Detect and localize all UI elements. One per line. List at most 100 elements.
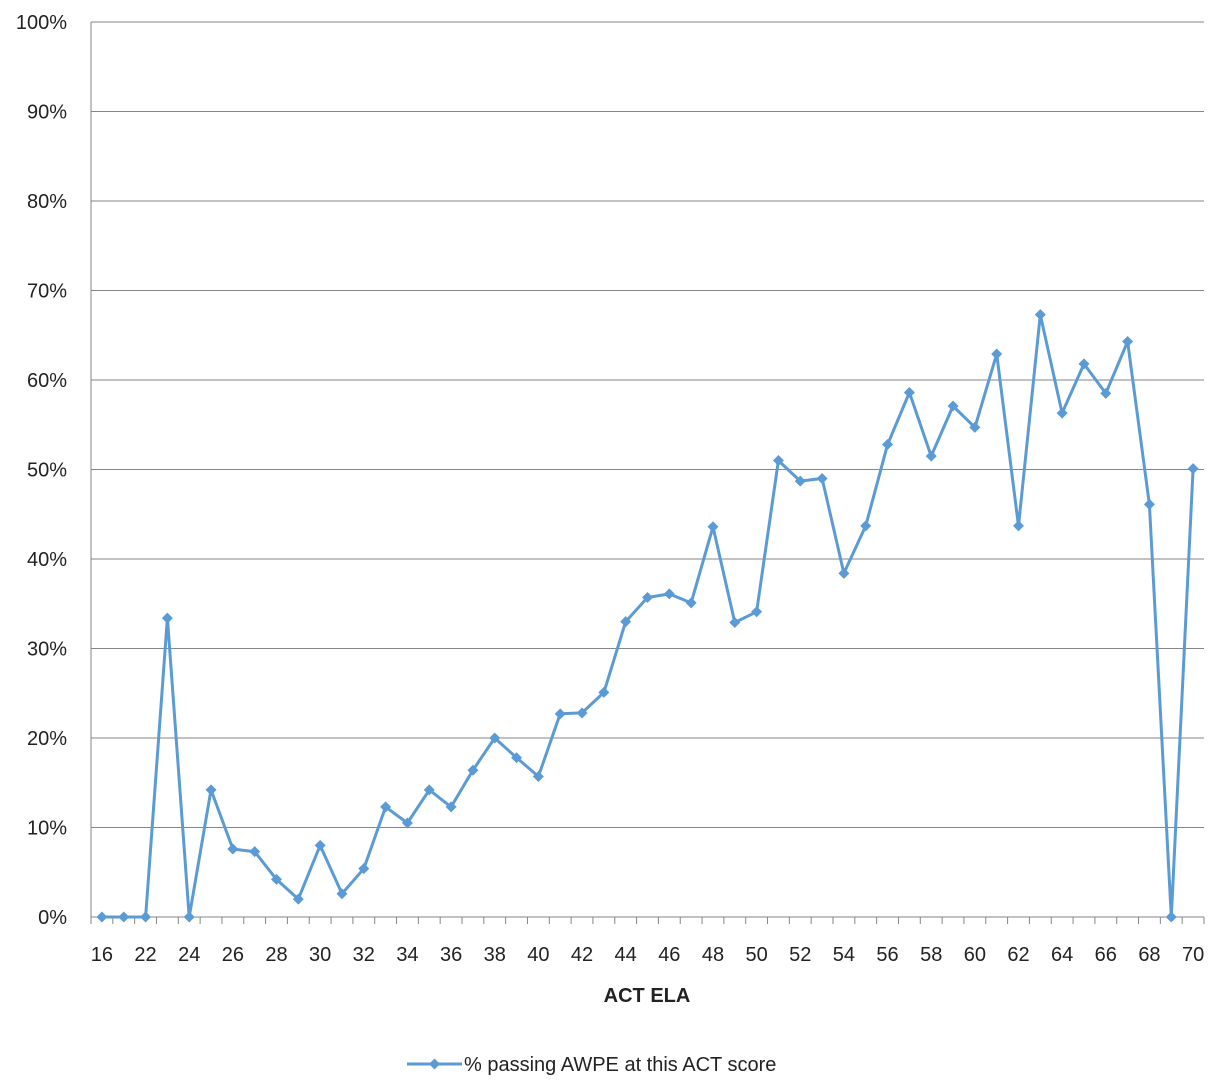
data-point[interactable] xyxy=(249,846,261,858)
y-tick-label: 10% xyxy=(27,818,67,840)
data-point[interactable] xyxy=(1122,336,1134,348)
data-point[interactable] xyxy=(118,911,130,923)
x-tick-label: 32 xyxy=(353,944,375,966)
series-layer xyxy=(96,309,1199,923)
y-tick-label: 40% xyxy=(27,549,67,571)
data-point[interactable] xyxy=(271,873,282,885)
data-point[interactable] xyxy=(532,770,544,782)
y-tick-label: 20% xyxy=(27,728,67,750)
x-tick-label: 60 xyxy=(964,944,986,966)
legend-label: % passing AWPE at this ACT score xyxy=(464,1054,776,1076)
data-point[interactable] xyxy=(729,617,741,629)
x-tick-label: 22 xyxy=(134,944,156,966)
data-point[interactable] xyxy=(489,732,501,744)
x-tick-label: 62 xyxy=(1007,944,1029,966)
y-tick-label: 80% xyxy=(27,191,67,213)
x-axis-title: ACT ELA xyxy=(604,985,691,1007)
data-point[interactable] xyxy=(707,521,719,533)
data-point[interactable] xyxy=(576,707,588,719)
data-point[interactable] xyxy=(663,588,675,600)
data-point[interactable] xyxy=(620,616,632,628)
y-tick-label: 0% xyxy=(38,907,67,929)
x-tick-label: 26 xyxy=(222,944,244,966)
x-tick-label: 68 xyxy=(1138,944,1160,966)
data-point[interactable] xyxy=(642,591,653,603)
y-tick-label: 60% xyxy=(27,370,67,392)
x-tick-label: 38 xyxy=(484,944,506,966)
y-tick-label: 30% xyxy=(27,639,67,661)
x-tick-label: 56 xyxy=(876,944,898,966)
data-point[interactable] xyxy=(1165,911,1177,923)
data-point[interactable] xyxy=(183,911,195,923)
data-point[interactable] xyxy=(1034,309,1046,321)
data-point[interactable] xyxy=(860,520,872,532)
data-point[interactable] xyxy=(903,387,915,399)
data-point[interactable] xyxy=(161,612,173,624)
data-point[interactable] xyxy=(947,400,959,412)
legend[interactable]: % passing AWPE at this ACT score xyxy=(407,1054,776,1076)
data-point[interactable] xyxy=(1078,358,1090,370)
data-point[interactable] xyxy=(1187,463,1199,475)
data-point[interactable] xyxy=(1013,520,1024,532)
data-point[interactable] xyxy=(969,421,981,433)
y-tick-label: 70% xyxy=(27,281,67,303)
x-tick-label: 40 xyxy=(527,944,549,966)
data-point[interactable] xyxy=(816,472,828,484)
x-tick-label: 42 xyxy=(571,944,593,966)
data-point[interactable] xyxy=(292,893,304,905)
x-tick-label: 46 xyxy=(658,944,680,966)
y-tick-label: 90% xyxy=(27,102,67,124)
x-tick-label: 66 xyxy=(1095,944,1117,966)
x-tick-label: 24 xyxy=(178,944,200,966)
legend-marker xyxy=(429,1058,440,1070)
data-point[interactable] xyxy=(358,863,370,875)
data-point[interactable] xyxy=(554,708,566,720)
data-point[interactable] xyxy=(991,348,1003,360)
axes xyxy=(90,22,1204,918)
series-line xyxy=(101,313,1195,919)
x-tick-label: 44 xyxy=(615,944,637,966)
data-point[interactable] xyxy=(380,801,392,813)
data-point[interactable] xyxy=(1143,498,1155,510)
data-point[interactable] xyxy=(445,801,457,813)
data-point[interactable] xyxy=(205,784,217,796)
data-point[interactable] xyxy=(794,475,806,487)
data-point[interactable] xyxy=(140,911,152,923)
x-tick-label: 16 xyxy=(91,944,113,966)
data-point[interactable] xyxy=(838,567,850,579)
y-tick-label: 50% xyxy=(27,460,67,482)
data-point[interactable] xyxy=(598,686,610,698)
y-tick-labels: 0% 10% 20% 30% 40% 50% 60% 70% 80% 90% 100% xyxy=(16,12,67,929)
data-point[interactable] xyxy=(685,597,697,609)
data-point[interactable] xyxy=(314,839,326,851)
data-point[interactable] xyxy=(401,817,413,829)
data-point[interactable] xyxy=(511,752,523,764)
x-tick-label: 50 xyxy=(745,944,767,966)
x-tick-label: 36 xyxy=(440,944,462,966)
x-tick-label: 54 xyxy=(833,944,855,966)
data-point[interactable] xyxy=(227,843,239,855)
data-point[interactable] xyxy=(96,911,108,923)
gridlines xyxy=(91,21,1204,828)
x-tick-label: 52 xyxy=(789,944,811,966)
x-tick-marks xyxy=(90,917,1205,924)
data-point[interactable] xyxy=(1056,407,1068,419)
x-tick-label: 34 xyxy=(396,944,418,966)
data-point[interactable] xyxy=(467,764,479,776)
x-tick-label: 58 xyxy=(920,944,942,966)
data-point[interactable] xyxy=(423,784,435,796)
y-tick-label: 100% xyxy=(16,12,67,34)
data-point[interactable] xyxy=(882,438,894,450)
x-tick-label: 28 xyxy=(265,944,287,966)
x-tick-label: 48 xyxy=(702,944,724,966)
x-tick-label: 64 xyxy=(1051,944,1073,966)
data-point[interactable] xyxy=(751,606,763,618)
x-tick-label: 30 xyxy=(309,944,331,966)
data-point[interactable] xyxy=(772,455,784,467)
data-point[interactable] xyxy=(925,450,937,462)
data-point[interactable] xyxy=(336,888,348,900)
x-tick-labels: 16 22 24 26 28 30 32 34 36 38 40 42 44 46 48 50 52 54 56 58… xyxy=(91,944,1204,966)
data-point[interactable] xyxy=(1100,387,1112,399)
